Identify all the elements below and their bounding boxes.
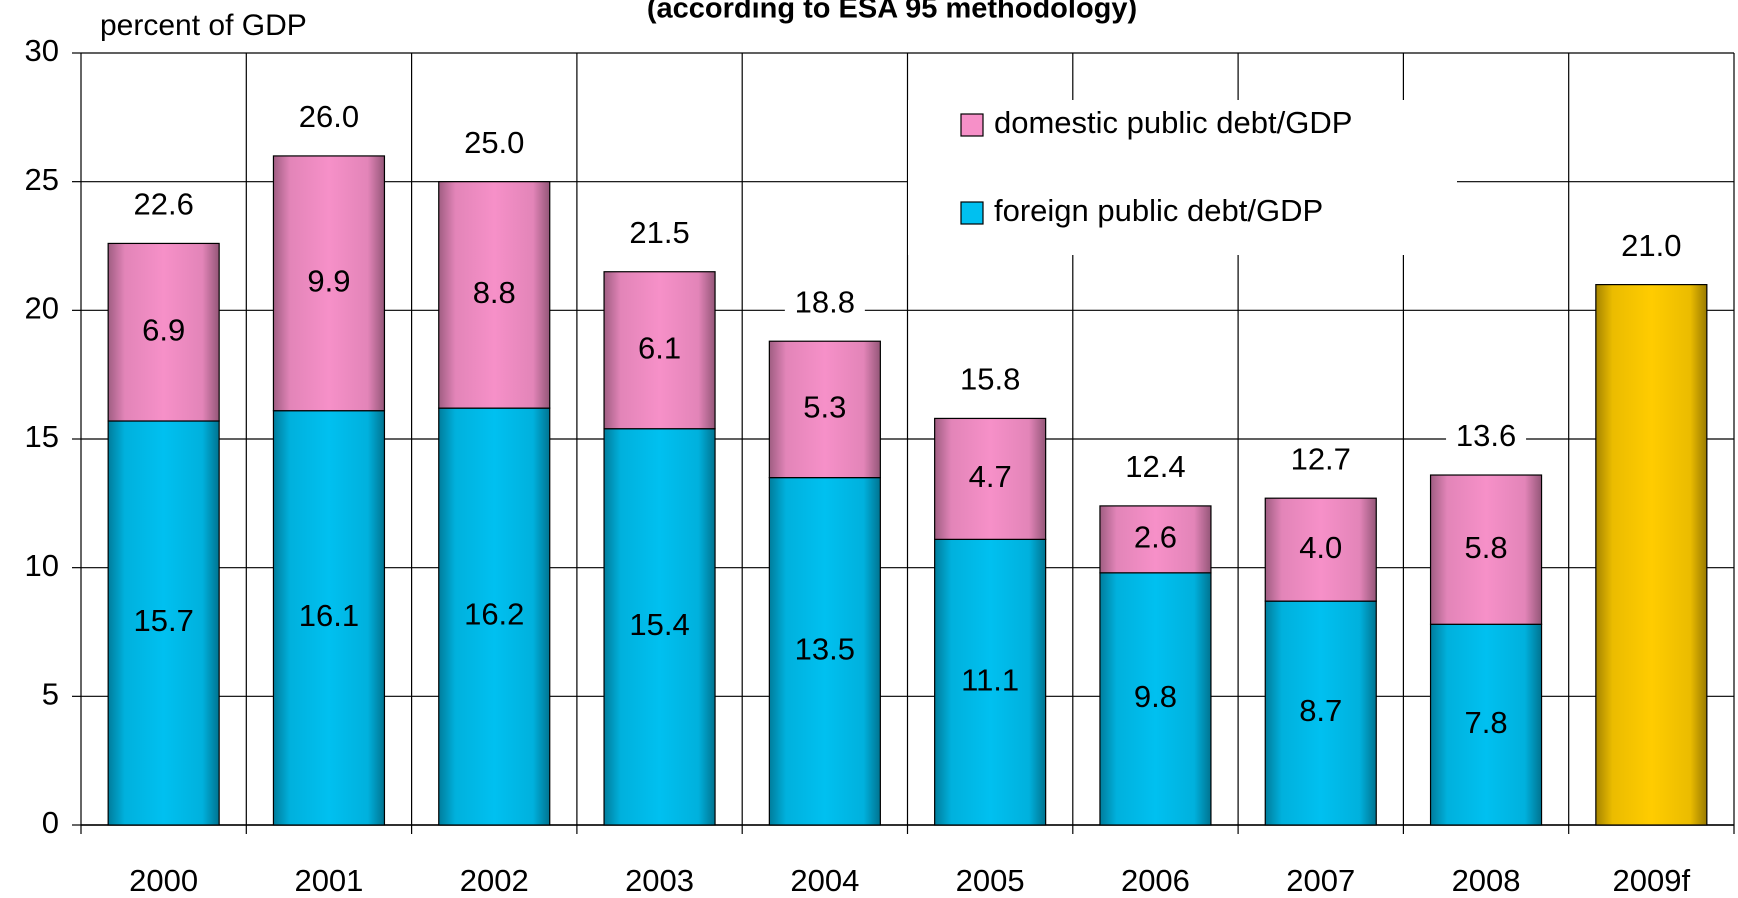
x-tick-label: 2000 bbox=[129, 863, 198, 898]
y-axis-label: percent of GDP bbox=[100, 9, 307, 42]
total-label-bg bbox=[1115, 449, 1196, 486]
value-label: 13.5 bbox=[795, 631, 855, 666]
x-tick-label: 2003 bbox=[625, 863, 694, 898]
y-tick-label: 20 bbox=[25, 291, 59, 326]
total-label-bg bbox=[123, 187, 204, 224]
total-label: 15.8 bbox=[960, 362, 1020, 397]
bar-shade bbox=[934, 539, 1046, 825]
value-label: 16.1 bbox=[299, 598, 359, 633]
total-label-bg bbox=[784, 285, 865, 322]
value-label: 4.0 bbox=[1299, 530, 1342, 565]
y-tick-label: 5 bbox=[42, 677, 59, 712]
bar-shade bbox=[108, 243, 220, 421]
value-label: 4.7 bbox=[969, 459, 1012, 494]
bar-shade bbox=[604, 428, 716, 825]
total-label-bg bbox=[454, 125, 535, 162]
bar-shade bbox=[273, 410, 385, 825]
total-label: 18.8 bbox=[795, 284, 855, 319]
bar-outline bbox=[1099, 505, 1212, 574]
bar-shade bbox=[273, 155, 385, 411]
y-tick-label: 25 bbox=[25, 162, 59, 197]
x-tick-label: 2008 bbox=[1452, 863, 1521, 898]
y-tick-label: 15 bbox=[25, 419, 59, 454]
x-tick-label: 2009f bbox=[1613, 863, 1691, 898]
total-label-bg bbox=[1611, 228, 1692, 265]
value-label: 15.7 bbox=[133, 603, 193, 638]
bar-shade bbox=[1265, 498, 1377, 602]
bar-outline bbox=[603, 271, 716, 430]
x-tick-label: 2005 bbox=[956, 863, 1025, 898]
bar-shade bbox=[108, 420, 220, 825]
x-tick-label: 2006 bbox=[1121, 863, 1190, 898]
bar-shade bbox=[1430, 475, 1542, 625]
value-label: 8.7 bbox=[1299, 693, 1342, 728]
y-tick-label: 30 bbox=[25, 33, 59, 68]
total-label: 21.0 bbox=[1621, 228, 1681, 263]
bar-shade bbox=[1430, 624, 1542, 825]
total-label: 12.4 bbox=[1125, 449, 1185, 484]
bar-outline bbox=[107, 242, 220, 422]
total-label-bg bbox=[1280, 442, 1361, 479]
bar-outline bbox=[934, 417, 1047, 540]
legend-swatch bbox=[960, 113, 984, 137]
total-label-bg bbox=[288, 99, 369, 136]
total-label-bg bbox=[950, 362, 1031, 399]
bar-outline bbox=[272, 155, 386, 412]
bar-outline bbox=[438, 181, 551, 409]
value-label: 7.8 bbox=[1464, 705, 1507, 740]
value-label: 6.9 bbox=[142, 312, 185, 347]
bar-shade bbox=[1265, 601, 1377, 825]
legend-swatch bbox=[960, 201, 984, 225]
total-label: 13.6 bbox=[1456, 418, 1516, 453]
bar-shade bbox=[438, 181, 550, 409]
value-label: 5.3 bbox=[803, 390, 846, 425]
value-label: 9.9 bbox=[307, 264, 350, 299]
bar-outline bbox=[1429, 474, 1543, 625]
bar-outline bbox=[1595, 284, 1708, 826]
y-tick-label: 10 bbox=[25, 548, 59, 583]
legend-label: foreign public debt/GDP bbox=[994, 193, 1323, 228]
bar-shade bbox=[1099, 572, 1211, 825]
value-label: 16.2 bbox=[464, 597, 524, 632]
value-label: 9.8 bbox=[1134, 679, 1177, 714]
bar-shade bbox=[934, 418, 1046, 540]
x-tick-label: 2004 bbox=[790, 863, 859, 898]
bar-outline bbox=[768, 340, 881, 479]
total-label-bg bbox=[619, 215, 700, 252]
total-label: 21.5 bbox=[629, 215, 689, 250]
bar-shade bbox=[769, 477, 881, 825]
bar-shade bbox=[769, 341, 881, 478]
bar-shade bbox=[604, 271, 716, 429]
value-label: 11.1 bbox=[961, 662, 1019, 697]
total-label: 25.0 bbox=[464, 125, 524, 160]
x-tick-label: 2007 bbox=[1286, 863, 1355, 898]
legend-box bbox=[908, 100, 1457, 255]
bar-outline bbox=[1264, 497, 1377, 602]
bar-shade bbox=[438, 408, 550, 825]
x-tick-label: 2002 bbox=[460, 863, 529, 898]
x-tick-label: 2001 bbox=[294, 863, 363, 898]
bar-shade bbox=[1595, 284, 1707, 826]
total-label: 26.0 bbox=[299, 99, 359, 134]
value-label: 6.1 bbox=[638, 330, 681, 365]
value-label: 5.8 bbox=[1464, 530, 1507, 565]
legend-label: domestic public debt/GDP bbox=[994, 105, 1352, 140]
y-tick-label: 0 bbox=[42, 805, 59, 840]
total-label: 22.6 bbox=[133, 187, 193, 222]
value-label: 15.4 bbox=[629, 607, 689, 642]
value-label: 8.8 bbox=[473, 275, 516, 310]
chart-title: (according to ESA 95 methodology) bbox=[647, 0, 1137, 25]
bar-shade bbox=[1099, 505, 1211, 573]
total-label: 12.7 bbox=[1291, 441, 1351, 476]
total-label-bg bbox=[1446, 419, 1527, 456]
value-label: 2.6 bbox=[1134, 520, 1177, 555]
